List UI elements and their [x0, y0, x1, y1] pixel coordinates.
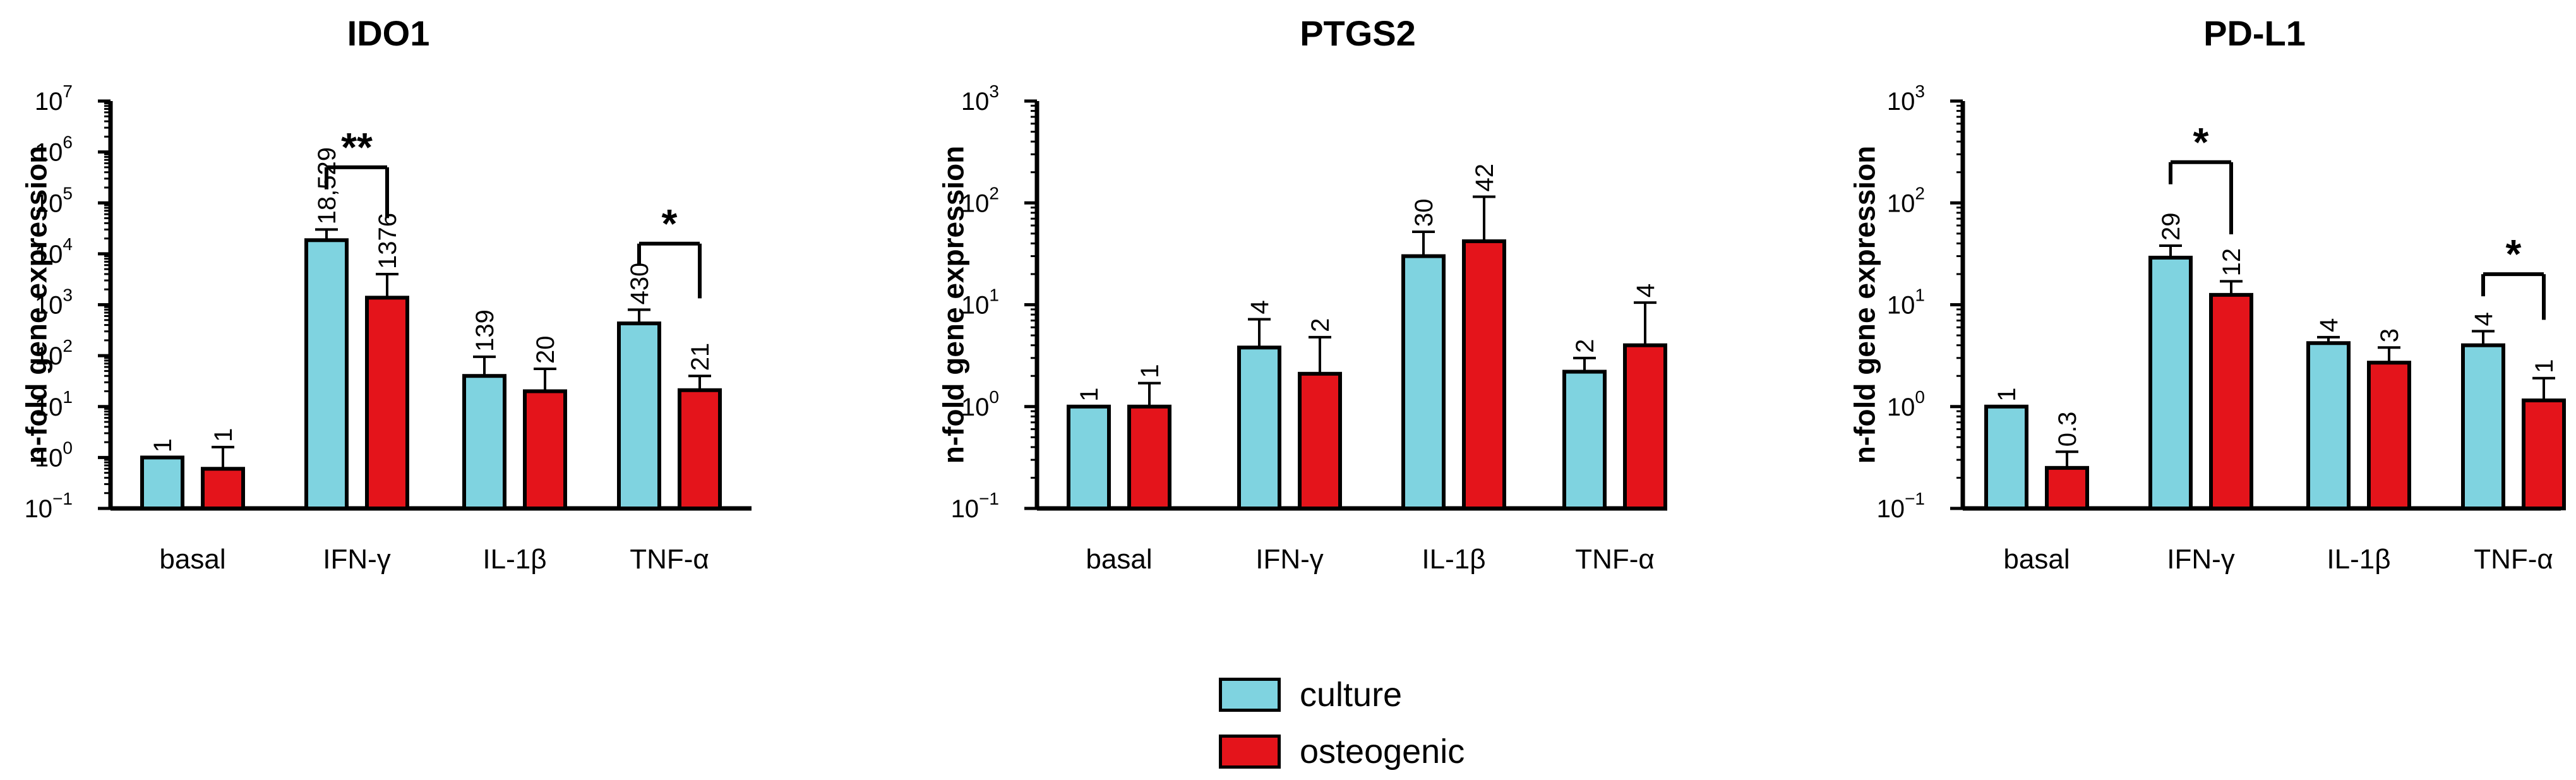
- bar-osteogenic: [201, 467, 245, 510]
- bar-osteogenic: [365, 296, 409, 510]
- bar-value-label: 1: [2531, 359, 2558, 373]
- y-tick-label: 10−1: [951, 489, 999, 523]
- bar-value-label: 2: [1571, 339, 1599, 353]
- x-tick-label: TNF-α: [1575, 544, 1655, 575]
- significance-marker: **: [341, 124, 373, 170]
- legend-item-culture: culture: [1219, 666, 1465, 723]
- x-tick-label: TNF-α: [630, 544, 709, 575]
- y-tick-label: 103: [961, 81, 999, 116]
- bar-value-label: 4: [1246, 300, 1274, 314]
- bar-culture: [140, 455, 184, 510]
- y-tick-label: 10−1: [1877, 489, 1925, 523]
- bar-culture: [1984, 404, 2028, 510]
- chart-panel-3: PD-L1 n-fold gene expression 10−1 100 101 102…: [1848, 13, 2566, 575]
- legend-swatch-osteogenic: [1219, 735, 1281, 769]
- chart-title: IDO1: [347, 13, 430, 53]
- bar-value-label: 20: [532, 336, 560, 364]
- legend-swatch-culture: [1219, 678, 1281, 712]
- bar-culture: [2148, 255, 2193, 510]
- y-tick-label: 102: [1887, 183, 1925, 217]
- bar-culture: [304, 238, 349, 510]
- x-tick-label: IL-1β: [1422, 544, 1485, 575]
- y-tick-label: 101: [1887, 285, 1925, 320]
- bar-culture: [2461, 343, 2505, 511]
- bar-osteogenic: [2045, 465, 2089, 510]
- bar-culture: [462, 374, 506, 511]
- x-tick-label: IFN-γ: [323, 544, 391, 575]
- y-tick-label: 103: [1887, 81, 1925, 116]
- bar-culture: [1237, 345, 1281, 510]
- bar-culture: [2306, 341, 2351, 510]
- x-tick-label: IL-1β: [2327, 544, 2390, 575]
- bar-value-label: 430: [626, 263, 654, 305]
- bar-osteogenic: [2522, 398, 2566, 510]
- bar-osteogenic: [1462, 239, 1506, 510]
- bar-value-label: 12: [2218, 248, 2246, 277]
- x-tick-label: IFN-γ: [2167, 544, 2235, 575]
- bar-value-label: 139: [471, 309, 499, 352]
- y-axis-label: n-fold gene expression: [1848, 146, 1881, 464]
- bar-value-label: 1: [210, 428, 237, 442]
- bar-osteogenic: [1623, 343, 1667, 511]
- significance-marker: *: [2193, 119, 2209, 165]
- x-tick-label: IL-1β: [482, 544, 546, 575]
- bar-value-label: 1376: [374, 213, 402, 269]
- bar-value-label: 42: [1471, 164, 1499, 192]
- y-axis-label: n-fold gene expression: [937, 146, 970, 464]
- bar-osteogenic: [2209, 292, 2253, 510]
- bar-value-label: 2: [1307, 318, 1334, 332]
- bar-osteogenic: [1127, 404, 1171, 510]
- y-tick-label: 106: [35, 133, 73, 167]
- significance-marker: *: [2506, 231, 2522, 277]
- y-tick-label: 107: [35, 81, 73, 116]
- x-tick-label: IFN-γ: [1255, 544, 1324, 575]
- bar-osteogenic: [1298, 371, 1342, 510]
- bar-osteogenic: [2367, 361, 2411, 510]
- bar-value-label: 1: [1136, 364, 1164, 378]
- legend: culture osteogenic: [1219, 666, 1465, 780]
- bar-value-label: 29: [2157, 213, 2185, 241]
- x-tick-label: TNF-α: [2474, 544, 2553, 575]
- y-axis-label: n-fold gene expression: [20, 146, 53, 464]
- x-tick-label: basal: [1086, 544, 1152, 575]
- bar-value-label: 4: [2470, 312, 2498, 326]
- y-tick-label: 10−1: [25, 489, 73, 523]
- chart-title: PD-L1: [2203, 13, 2306, 53]
- bar-osteogenic: [678, 388, 722, 510]
- bar-culture: [1067, 404, 1111, 510]
- bar-culture: [617, 321, 661, 511]
- x-tick-label: basal: [2003, 544, 2070, 575]
- bar-value-label: 1: [1075, 388, 1103, 402]
- legend-item-osteogenic: osteogenic: [1219, 723, 1465, 780]
- bar-value-label: 0.3: [2054, 412, 2082, 447]
- bar-value-label: 3: [2376, 328, 2404, 342]
- bar-value-label: 1: [1993, 388, 2021, 402]
- bar-osteogenic: [523, 389, 567, 510]
- chart-title: PTGS2: [1300, 13, 1416, 53]
- x-tick-label: basal: [159, 544, 225, 575]
- bar-value-label: 4: [2315, 318, 2343, 332]
- legend-label-osteogenic: osteogenic: [1300, 733, 1465, 771]
- bar-value-label: 30: [1410, 199, 1438, 227]
- bar-culture: [1401, 254, 1446, 510]
- bar-value-label: 21: [686, 343, 714, 371]
- legend-label-culture: culture: [1300, 676, 1403, 714]
- bar-culture: [1562, 369, 1607, 511]
- bar-value-label: 1: [149, 438, 177, 452]
- significance-marker: *: [662, 201, 678, 246]
- y-tick-label: 100: [1887, 387, 1925, 421]
- bar-value-label: 4: [1632, 284, 1660, 297]
